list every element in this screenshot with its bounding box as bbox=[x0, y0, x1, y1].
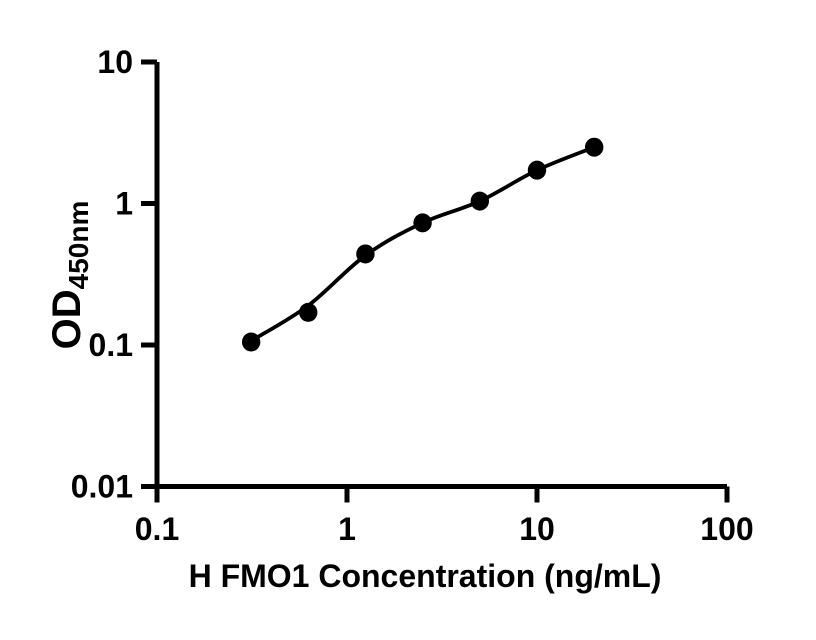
data-point bbox=[413, 213, 432, 233]
y-axis-tick-label: 0.1 bbox=[89, 327, 133, 363]
x-axis-tick-label: 1 bbox=[338, 511, 356, 547]
data-point bbox=[241, 332, 261, 352]
x-axis-tick-label: 0.1 bbox=[135, 511, 179, 547]
data-point bbox=[299, 302, 318, 322]
axes-frame bbox=[154, 62, 727, 489]
data-point bbox=[356, 244, 375, 264]
data-point bbox=[527, 160, 547, 180]
y-axis-title-subscript: 450nm bbox=[63, 200, 94, 290]
y-axis-tick-label: 10 bbox=[97, 44, 133, 80]
data-point bbox=[584, 137, 604, 157]
x-axis-title: H FMO1 Concentration (ng/mL) bbox=[188, 558, 662, 594]
y-axis-title: OD450nm bbox=[45, 200, 94, 350]
x-axis-tick-label: 100 bbox=[700, 511, 753, 547]
y-axis-tick-label: 0.01 bbox=[71, 469, 133, 505]
x-axis-tick-label: 10 bbox=[519, 511, 555, 547]
y-axis-tick-label: 1 bbox=[115, 186, 133, 222]
y-axis-title-main: OD bbox=[45, 289, 89, 350]
data-point bbox=[470, 191, 490, 211]
